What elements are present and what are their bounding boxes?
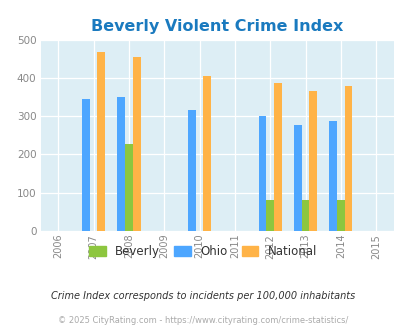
Bar	[309, 91, 316, 231]
Title: Beverly Violent Crime Index: Beverly Violent Crime Index	[91, 19, 343, 34]
Bar	[203, 76, 211, 231]
Legend: Beverly, Ohio, National: Beverly, Ohio, National	[84, 241, 321, 263]
Bar	[344, 86, 352, 231]
Bar	[266, 200, 273, 231]
Bar	[117, 97, 125, 231]
Text: Crime Index corresponds to incidents per 100,000 inhabitants: Crime Index corresponds to incidents per…	[51, 291, 354, 301]
Bar	[132, 57, 140, 231]
Bar	[336, 200, 344, 231]
Bar	[188, 111, 195, 231]
Text: © 2025 CityRating.com - https://www.cityrating.com/crime-statistics/: © 2025 CityRating.com - https://www.city…	[58, 316, 347, 325]
Bar	[328, 121, 336, 231]
Bar	[301, 200, 309, 231]
Bar	[97, 52, 105, 231]
Bar	[293, 125, 301, 231]
Bar	[258, 116, 266, 231]
Bar	[273, 83, 281, 231]
Bar	[125, 144, 132, 231]
Bar	[82, 99, 90, 231]
